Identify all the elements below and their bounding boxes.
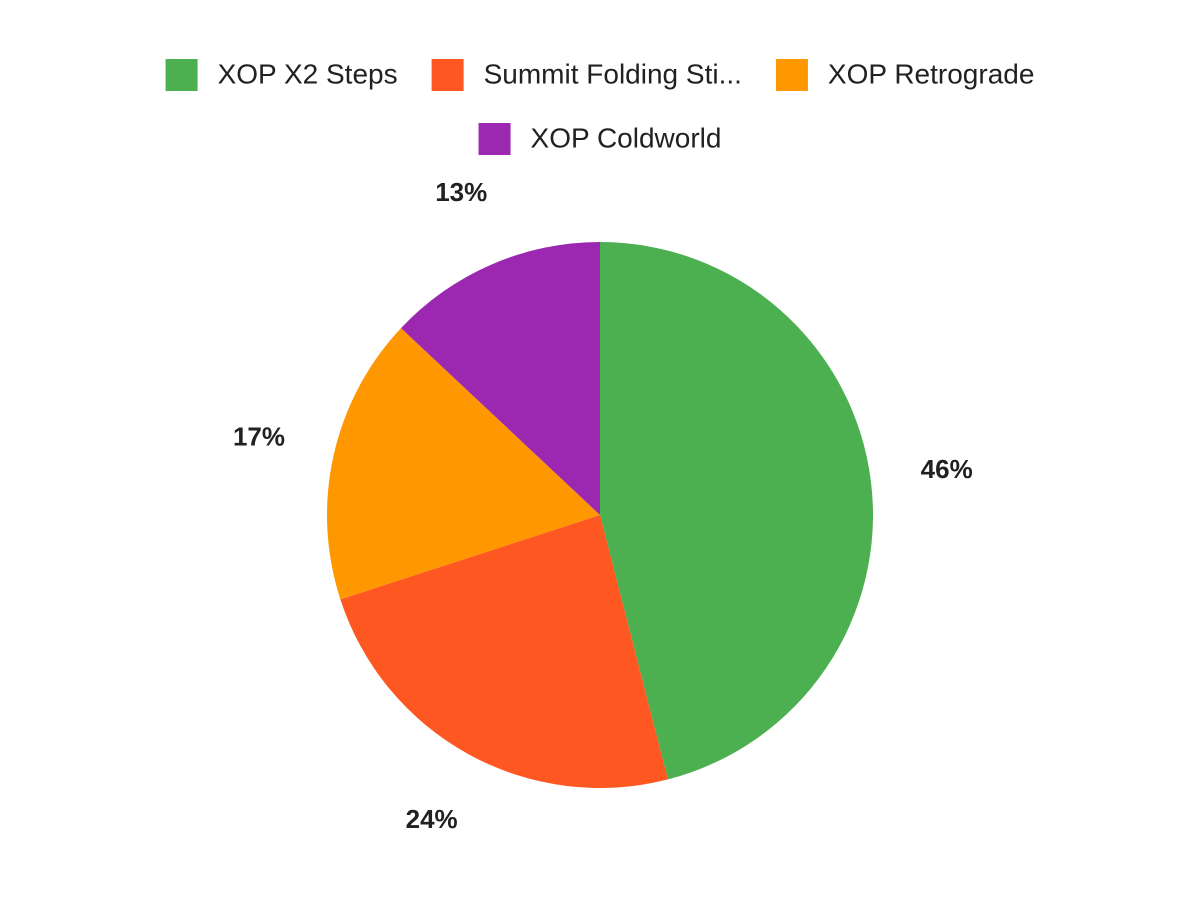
pie-slice	[600, 242, 873, 780]
legend-item: XOP X2 Steps	[165, 58, 398, 91]
data-label: 17%	[233, 422, 285, 452]
pie-slice	[340, 515, 668, 788]
legend-item: XOP Coldworld	[478, 122, 722, 155]
legend-label: XOP Retrograde	[828, 58, 1035, 89]
legend-swatch	[775, 59, 808, 91]
legend-swatch	[165, 59, 198, 91]
data-label: 24%	[406, 804, 458, 834]
legend-label: XOP Coldworld	[531, 122, 722, 153]
legend-item: Summit Folding Sti...	[431, 58, 742, 91]
legend-swatch	[478, 123, 511, 155]
legend-label: Summit Folding Sti...	[484, 58, 742, 89]
legend-item: XOP Retrograde	[775, 58, 1035, 91]
data-label: 46%	[921, 454, 973, 484]
pie-slice	[400, 242, 600, 515]
data-label: 13%	[435, 177, 487, 207]
legend-label: XOP X2 Steps	[218, 58, 398, 89]
pie-slice	[327, 328, 600, 600]
legend-swatch	[431, 59, 464, 91]
